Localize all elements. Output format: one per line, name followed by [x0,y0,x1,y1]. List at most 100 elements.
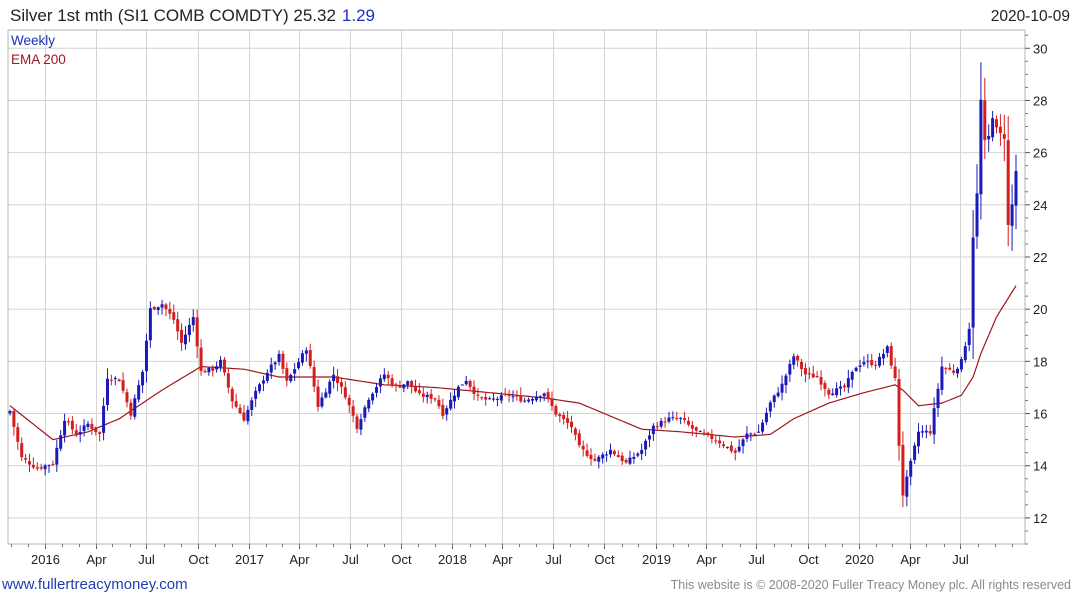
candle-body [632,456,636,459]
candle-body [842,385,846,388]
candle-body [527,399,531,402]
candle-body [679,417,683,419]
candle-body [468,380,472,387]
candle-body [141,371,145,386]
candle-body [690,424,694,429]
candle-body [86,423,90,427]
website-link[interactable]: www.fullertreacymoney.com [2,576,188,593]
candle-body [959,359,963,370]
candle-body [183,334,187,345]
candle-body [854,367,858,372]
candle-body [761,422,765,432]
candle-body [242,412,246,421]
candle-body [152,306,156,310]
candle-body [156,307,160,311]
x-tick-label: 2020 [845,552,874,567]
candle-body [55,447,59,465]
candle-body [686,420,690,425]
candle-body [963,346,967,361]
candle-body [881,353,885,359]
candle-body [815,376,819,378]
candle-body [66,421,70,423]
candle-body [273,362,277,365]
candle-body [917,431,921,447]
candle-body [647,435,651,440]
candle-body [616,455,620,458]
x-tick-label: 2017 [235,552,264,567]
candle-body [651,425,655,435]
candle-body [417,390,421,394]
candle-body [12,410,16,427]
candle-body [24,458,28,460]
x-tick-label: 2016 [31,552,60,567]
candle-body [180,329,184,343]
candle-body [82,425,86,431]
candle-body [234,401,238,407]
candle-body [94,427,98,433]
candle-body [640,450,644,454]
candle-body [924,430,928,433]
candle-body [148,308,152,341]
candle-body [866,360,870,362]
candle-body [835,388,839,396]
candle-body [671,417,675,419]
candle-body [768,402,772,412]
candle-body [1002,134,1006,139]
candle-body [414,386,418,392]
candle-body [289,374,293,382]
x-tick-label: Apr [86,552,107,567]
candle-body [1010,204,1014,226]
candle-body [601,454,605,459]
candle-body [987,136,991,140]
candle-body [753,433,757,435]
candle-body [874,364,878,366]
candle-body [624,459,628,463]
candle-body [312,367,316,387]
candle-body [199,347,203,372]
candle-body [98,432,102,435]
x-tick-label: Jul [952,552,969,567]
candle-body [573,428,577,435]
candle-body [203,370,207,373]
legend-weekly: Weekly [11,33,55,48]
candle-body [464,380,468,385]
candle-body [265,372,269,381]
candle-body [612,450,616,455]
y-tick-label: 26 [1033,146,1047,161]
x-tick-label: Jul [545,552,562,567]
candle-body [893,366,897,379]
candle-body [105,378,109,406]
candle-body [831,393,835,396]
candle-body [659,420,663,427]
y-tick-label: 28 [1033,93,1047,108]
candle-body [495,398,499,400]
candle-body [394,384,398,387]
candle-body [277,353,281,363]
candle-body [285,368,289,381]
candle-body [207,367,211,373]
price-change: 1.29 [342,6,375,25]
candle-body [546,392,550,399]
candle-body [191,316,195,326]
x-tick-label: Oct [798,552,819,567]
x-tick-label: Apr [492,552,513,567]
candle-body [382,374,386,380]
candle-body [803,368,807,375]
candle-body [359,419,363,430]
candle-body [375,387,379,393]
candle-body [846,378,850,388]
candle-body [211,367,215,371]
candle-body [889,346,893,366]
candle-body [472,386,476,395]
x-tick-label: Jul [748,552,765,567]
candle-body [714,440,718,442]
candle-body [569,421,573,428]
candle-body [129,402,133,416]
candle-body [956,368,960,374]
candle-body [316,386,320,407]
candle-body [219,359,223,368]
x-tick-label: Apr [289,552,310,567]
candle-body [944,368,948,370]
candle-body [137,385,141,400]
candle-body [534,396,538,401]
